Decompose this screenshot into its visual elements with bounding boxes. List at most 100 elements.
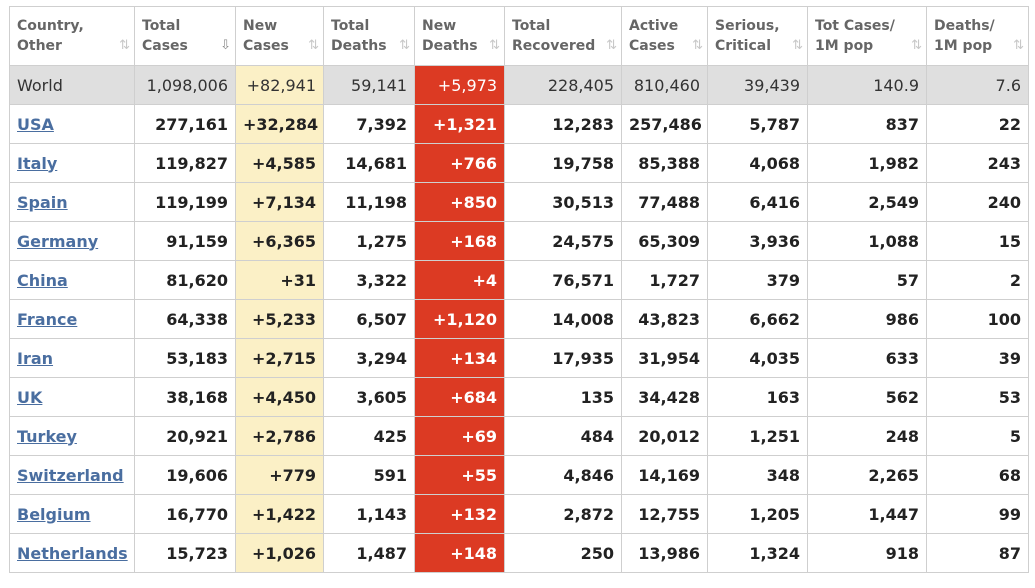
col-header-line1: New [422, 18, 457, 34]
cell-total-cases: 15,723 [134, 533, 236, 573]
world-total-row: World 1,098,006 +82,941 59,141 +5,973 22… [9, 65, 1029, 105]
col-header-active-cases[interactable]: Active Cases ⇅ [621, 6, 708, 66]
cell-deaths-per-1m: 15 [926, 221, 1029, 261]
cell-country: France [9, 299, 135, 339]
cell-total-recovered: 12,283 [504, 104, 622, 144]
col-header-total-recovered[interactable]: Total Recovered ⇅ [504, 6, 622, 66]
col-header-new-cases[interactable]: New Cases ⇅ [235, 6, 324, 66]
cell-total-deaths: 59,141 [323, 65, 415, 105]
country-link[interactable]: UK [17, 387, 43, 407]
table-row: Belgium 16,770 +1,422 1,143 +132 2,872 12,755 1… [9, 494, 1029, 534]
cell-tot-cases-per-1m: 562 [807, 377, 927, 417]
cell-total-deaths: 591 [323, 455, 415, 495]
table-row: Netherlands 15,723 +1,026 1,487 +148 250 13,98… [9, 533, 1029, 573]
cell-serious-critical: 5,787 [707, 104, 808, 144]
col-header-serious-critical[interactable]: Serious, Critical ⇅ [707, 6, 808, 66]
country-link[interactable]: Turkey [17, 426, 77, 446]
cell-total-deaths: 11,198 [323, 182, 415, 222]
col-header-line2: 1M pop [815, 38, 874, 54]
cell-tot-cases-per-1m: 2,549 [807, 182, 927, 222]
col-header-line1: Total [512, 18, 551, 34]
cell-country: Germany [9, 221, 135, 261]
col-header-deaths-per-1m[interactable]: Deaths/ 1M pop ⇅ [926, 6, 1029, 66]
cell-deaths-per-1m: 53 [926, 377, 1029, 417]
cell-new-deaths: +1,120 [414, 299, 505, 339]
cell-new-deaths: +766 [414, 143, 505, 183]
cell-new-deaths: +684 [414, 377, 505, 417]
cell-serious-critical: 379 [707, 260, 808, 300]
col-header-new-deaths[interactable]: New Deaths ⇅ [414, 6, 505, 66]
cell-total-deaths: 1,487 [323, 533, 415, 573]
cell-total-deaths: 3,322 [323, 260, 415, 300]
cell-total-recovered: 4,846 [504, 455, 622, 495]
cell-active-cases: 34,428 [621, 377, 708, 417]
cell-new-cases: +4,450 [235, 377, 324, 417]
table-row: Turkey 20,921 +2,786 425 +69 484 20,012 1,251 24… [9, 416, 1029, 456]
cell-deaths-per-1m: 2 [926, 260, 1029, 300]
cell-total-deaths: 7,392 [323, 104, 415, 144]
cell-new-cases: +6,365 [235, 221, 324, 261]
cell-serious-critical: 4,068 [707, 143, 808, 183]
cell-new-cases: +7,134 [235, 182, 324, 222]
cell-country: China [9, 260, 135, 300]
cell-deaths-per-1m: 243 [926, 143, 1029, 183]
country-link[interactable]: China [17, 270, 68, 290]
col-header-line1: Deaths/ [934, 18, 995, 34]
col-header-tot-cases-per-1m[interactable]: Tot Cases/ 1M pop ⇅ [807, 6, 927, 66]
country-link[interactable]: USA [17, 114, 54, 134]
sort-descending-icon[interactable]: ⇩ [220, 38, 231, 53]
cell-tot-cases-per-1m: 918 [807, 533, 927, 573]
cell-total-cases: 19,606 [134, 455, 236, 495]
country-link[interactable]: Iran [17, 348, 54, 368]
cell-active-cases: 810,460 [621, 65, 708, 105]
sort-icon[interactable]: ⇅ [792, 38, 803, 53]
country-link[interactable]: Spain [17, 192, 68, 212]
table-row: Germany 91,159 +6,365 1,275 +168 24,575 65,309… [9, 221, 1029, 261]
cell-total-deaths: 425 [323, 416, 415, 456]
cell-total-recovered: 2,872 [504, 494, 622, 534]
cell-country: Turkey [9, 416, 135, 456]
col-header-line2: Cases [629, 38, 675, 54]
sort-icon[interactable]: ⇅ [911, 38, 922, 53]
sort-icon[interactable]: ⇅ [119, 38, 130, 53]
cell-total-recovered: 228,405 [504, 65, 622, 105]
table-row: Switzerland 19,606 +779 591 +55 4,846 14,169 34… [9, 455, 1029, 495]
col-header-total-deaths[interactable]: Total Deaths ⇅ [323, 6, 415, 66]
country-link[interactable]: Germany [17, 231, 99, 251]
country-link[interactable]: Italy [17, 153, 58, 173]
country-link[interactable]: France [17, 309, 78, 329]
col-header-total-cases[interactable]: Total Cases ⇩ [134, 6, 236, 66]
sort-icon[interactable]: ⇅ [606, 38, 617, 53]
cell-new-deaths: +4 [414, 260, 505, 300]
cell-active-cases: 257,486 [621, 104, 708, 144]
country-link[interactable]: Belgium [17, 504, 91, 524]
cell-active-cases: 14,169 [621, 455, 708, 495]
cell-serious-critical: 348 [707, 455, 808, 495]
sort-icon[interactable]: ⇅ [399, 38, 410, 53]
sort-icon[interactable]: ⇅ [489, 38, 500, 53]
cell-country: Belgium [9, 494, 135, 534]
cell-serious-critical: 39,439 [707, 65, 808, 105]
cell-new-deaths: +69 [414, 416, 505, 456]
cell-active-cases: 31,954 [621, 338, 708, 378]
cell-total-cases: 20,921 [134, 416, 236, 456]
cell-total-recovered: 17,935 [504, 338, 622, 378]
cell-total-recovered: 484 [504, 416, 622, 456]
cell-deaths-per-1m: 68 [926, 455, 1029, 495]
col-header-country[interactable]: Country, Other ⇅ [9, 6, 135, 66]
cell-new-cases: +4,585 [235, 143, 324, 183]
cell-tot-cases-per-1m: 837 [807, 104, 927, 144]
sort-icon[interactable]: ⇅ [692, 38, 703, 53]
cell-tot-cases-per-1m: 1,088 [807, 221, 927, 261]
cell-active-cases: 12,755 [621, 494, 708, 534]
country-link[interactable]: Switzerland [17, 465, 124, 485]
sort-icon[interactable]: ⇅ [1013, 38, 1024, 53]
col-header-line2: Cases [142, 38, 188, 54]
cell-total-recovered: 14,008 [504, 299, 622, 339]
sort-icon[interactable]: ⇅ [308, 38, 319, 53]
cell-active-cases: 43,823 [621, 299, 708, 339]
cell-tot-cases-per-1m: 986 [807, 299, 927, 339]
country-link[interactable]: Netherlands [17, 543, 128, 563]
cell-deaths-per-1m: 5 [926, 416, 1029, 456]
cell-serious-critical: 1,324 [707, 533, 808, 573]
